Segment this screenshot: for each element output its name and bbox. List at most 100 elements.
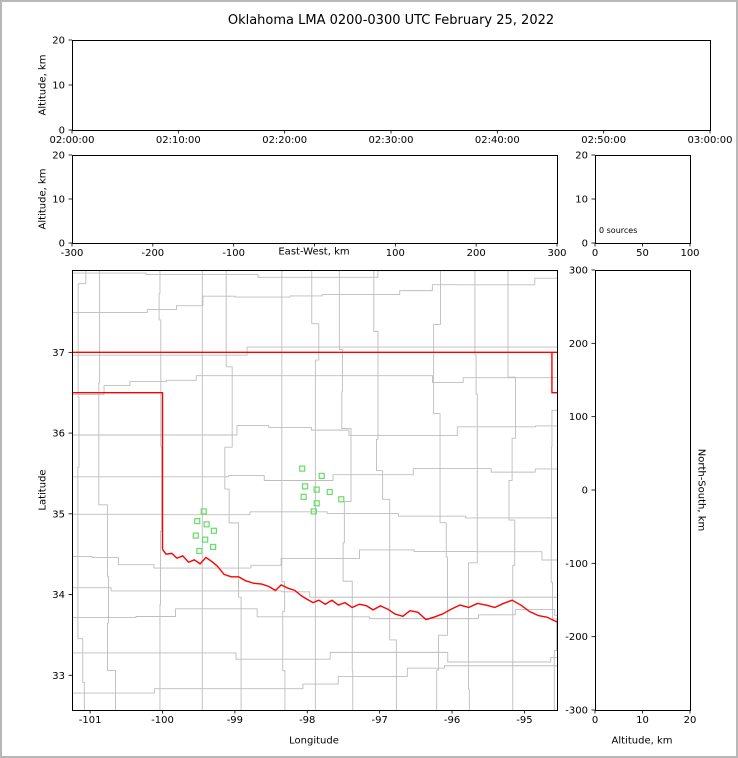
county-line [507, 270, 516, 710]
county-line [338, 270, 354, 710]
y-tick-label: 36 [52, 429, 65, 440]
county-line [373, 270, 397, 710]
ns-height-xlabel: Altitude, km [611, 735, 673, 747]
station-marker [196, 547, 203, 555]
state-border-panhandle-west [72, 392, 164, 550]
station-marker [192, 532, 199, 539]
county-line [550, 409, 557, 710]
state-border-red-river-south [161, 548, 557, 623]
ew-height-frame [72, 155, 558, 244]
x-tick-label: 02:30:00 [369, 135, 414, 146]
y-tick-label: 100 [569, 412, 588, 423]
x-tick-label: 02:50:00 [581, 135, 626, 146]
station-marker [210, 527, 217, 534]
x-tick-label: -101 [79, 715, 102, 726]
county-line [72, 277, 557, 313]
state-border-missouri-east [551, 352, 557, 394]
y-tick-label: 0 [59, 239, 65, 250]
station-marker [300, 493, 307, 500]
y-tick-label: -200 [565, 632, 588, 643]
station-marker [210, 543, 217, 551]
x-tick-label: -200 [141, 248, 164, 259]
x-tick-label: 0 [592, 248, 598, 259]
station-marker [310, 508, 317, 515]
x-tick-label: 20 [684, 715, 697, 726]
county-line [98, 270, 116, 710]
y-tick-label: 20 [52, 36, 65, 47]
county-line [72, 587, 557, 598]
x-tick-label: 10 [636, 715, 649, 726]
y-tick-label: -100 [565, 559, 588, 570]
y-tick-label: -300 [565, 706, 588, 717]
map-content [72, 270, 557, 710]
time-height-ylabel: Altitude, km [37, 54, 49, 116]
x-tick-label: -99 [227, 715, 243, 726]
y-tick-label: 33 [52, 671, 65, 682]
map-xlabel: Longitude [289, 735, 339, 747]
x-tick-label: -98 [299, 715, 315, 726]
station-marker [338, 496, 345, 503]
x-tick-label: 0 [592, 715, 598, 726]
ns-height-ylabel: North-South, km [695, 448, 707, 532]
y-tick-label: 10 [52, 81, 65, 92]
y-tick-label: 0 [582, 486, 588, 497]
station-marker [313, 486, 320, 493]
x-tick-label: 50 [636, 248, 649, 259]
county-line [467, 270, 478, 710]
y-tick-label: 200 [569, 339, 588, 350]
x-tick-label: 02:00:00 [50, 135, 95, 146]
y-tick-label: 0 [582, 239, 588, 250]
ns-height-frame [595, 270, 691, 711]
figure-title: Oklahoma LMA 0200-0300 UTC February 25, … [227, 13, 555, 28]
x-tick-label: -96 [444, 715, 460, 726]
x-tick-label: 02:40:00 [475, 135, 520, 146]
county-line [72, 549, 557, 569]
county-line [72, 425, 557, 436]
county-line [72, 651, 557, 663]
x-tick-label: -97 [371, 715, 387, 726]
map-frame [72, 270, 558, 711]
sources-count-annotation: 0 sources [599, 226, 638, 235]
station-marker [326, 488, 333, 496]
county-line [77, 270, 87, 710]
county-line [224, 270, 242, 710]
county-line [281, 270, 286, 710]
x-tick-label: 300 [547, 248, 566, 259]
county-line [72, 665, 557, 694]
county-line [72, 468, 557, 481]
x-tick-label: 02:10:00 [156, 135, 201, 146]
county-line [72, 608, 557, 620]
ew-height-xlabel: East-West, km [278, 246, 350, 258]
y-tick-label: 10 [52, 195, 65, 206]
x-tick-label: 100 [386, 248, 405, 259]
y-tick-label: 20 [52, 151, 65, 162]
station-marker [313, 500, 320, 507]
x-tick-label: -100 [222, 248, 245, 259]
station-marker [299, 465, 306, 472]
county-line [158, 270, 163, 710]
county-line [311, 270, 320, 710]
y-tick-label: 0 [59, 126, 65, 137]
station-marker [301, 483, 309, 490]
county-line [433, 270, 448, 710]
x-tick-label: 200 [467, 248, 486, 259]
station-marker [203, 521, 210, 528]
county-line [201, 270, 203, 710]
y-tick-label: 300 [569, 266, 588, 277]
y-tick-label: 10 [575, 195, 588, 206]
x-tick-label: -100 [151, 715, 174, 726]
map-ylabel: Latitude [37, 469, 49, 511]
x-tick-label: 02:20:00 [262, 135, 307, 146]
x-tick-label: 03:00:00 [688, 135, 733, 146]
station-marker [194, 517, 201, 525]
county-line [72, 270, 557, 278]
station-marker [202, 536, 209, 543]
y-tick-label: 35 [52, 509, 65, 520]
alt-histogram-frame [595, 155, 691, 244]
station-marker [200, 508, 207, 515]
x-tick-label: -300 [61, 248, 84, 259]
y-tick-label: 37 [52, 348, 65, 359]
station-marker [318, 472, 325, 479]
